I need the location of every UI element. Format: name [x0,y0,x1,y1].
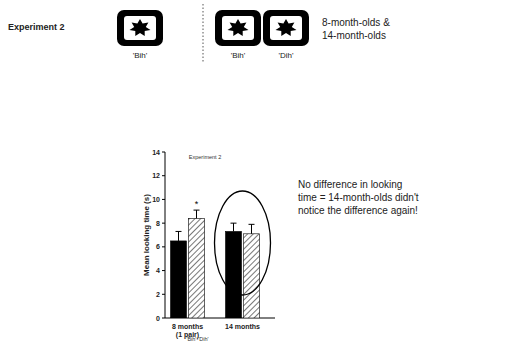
screen [270,16,302,40]
y-tick-label: 8 [156,220,160,227]
y-tick [162,270,165,271]
error-line [196,210,197,218]
y-tick [162,318,165,319]
y-tick-label: 14 [152,149,160,156]
error-line [251,224,252,233]
significance: * [195,199,199,209]
y-tick [162,199,165,200]
error-cap [176,231,182,232]
error-bar [176,231,182,240]
chart-title: Experiment 2 [189,154,221,160]
chart: Experiment 2 Mean looking time (s) 0 2 4 6 8 10… [142,149,275,343]
creature [276,19,297,36]
note: time = 14-month-olds didn't [298,192,419,203]
highlight [215,191,271,295]
error-bar [194,210,200,218]
y-tick [162,246,165,247]
y-axis [165,152,166,318]
bar [171,241,187,318]
stimulus [117,10,163,46]
screen [222,16,254,40]
error-bar [249,224,255,233]
bars [171,210,260,318]
stimulus [215,10,261,46]
ages: 8-month-olds & [322,17,390,28]
condition-label: 'Bih' [231,51,246,60]
x-label: 'Bih'-'Dih' [186,336,208,342]
screen [124,16,156,40]
error-bar [231,223,237,231]
frame [263,10,309,46]
note: notice the difference again! [298,205,418,216]
bar [189,218,205,318]
ages: 14-month-olds [322,30,386,41]
slide: Experiment 2 'Bih' 'Bih' 'Dih' 8-month-olds … [0,0,511,343]
error-cap [194,210,200,211]
bar [226,231,242,318]
y-tick [162,223,165,224]
stimulus [263,10,309,46]
error-line [178,231,179,240]
note: No difference in looking [298,179,402,190]
y-tick [162,152,165,153]
y-label: Mean looking time (s) [142,194,151,276]
error-cap [231,223,237,224]
y-tick [162,294,165,295]
y-tick-label: 6 [156,243,160,250]
y-tick-label: 2 [156,291,160,298]
y-tick-label: 0 [156,315,160,322]
y-tick-label: 10 [152,196,160,203]
frame [117,10,163,46]
frame [215,10,261,46]
creature [228,19,249,36]
condition-label: 'Dih' [278,51,294,60]
x-tick-label: 14 months [225,323,260,330]
heading: Experiment 2 [8,22,65,32]
error-cap [249,224,255,225]
bar [244,234,260,318]
error-line [233,223,234,231]
y-tick [162,175,165,176]
divider [203,4,204,62]
creature [130,19,151,36]
y-tick-label: 12 [152,172,160,179]
condition-label: 'Bih' [133,51,148,60]
y-tick-label: 4 [156,267,160,274]
